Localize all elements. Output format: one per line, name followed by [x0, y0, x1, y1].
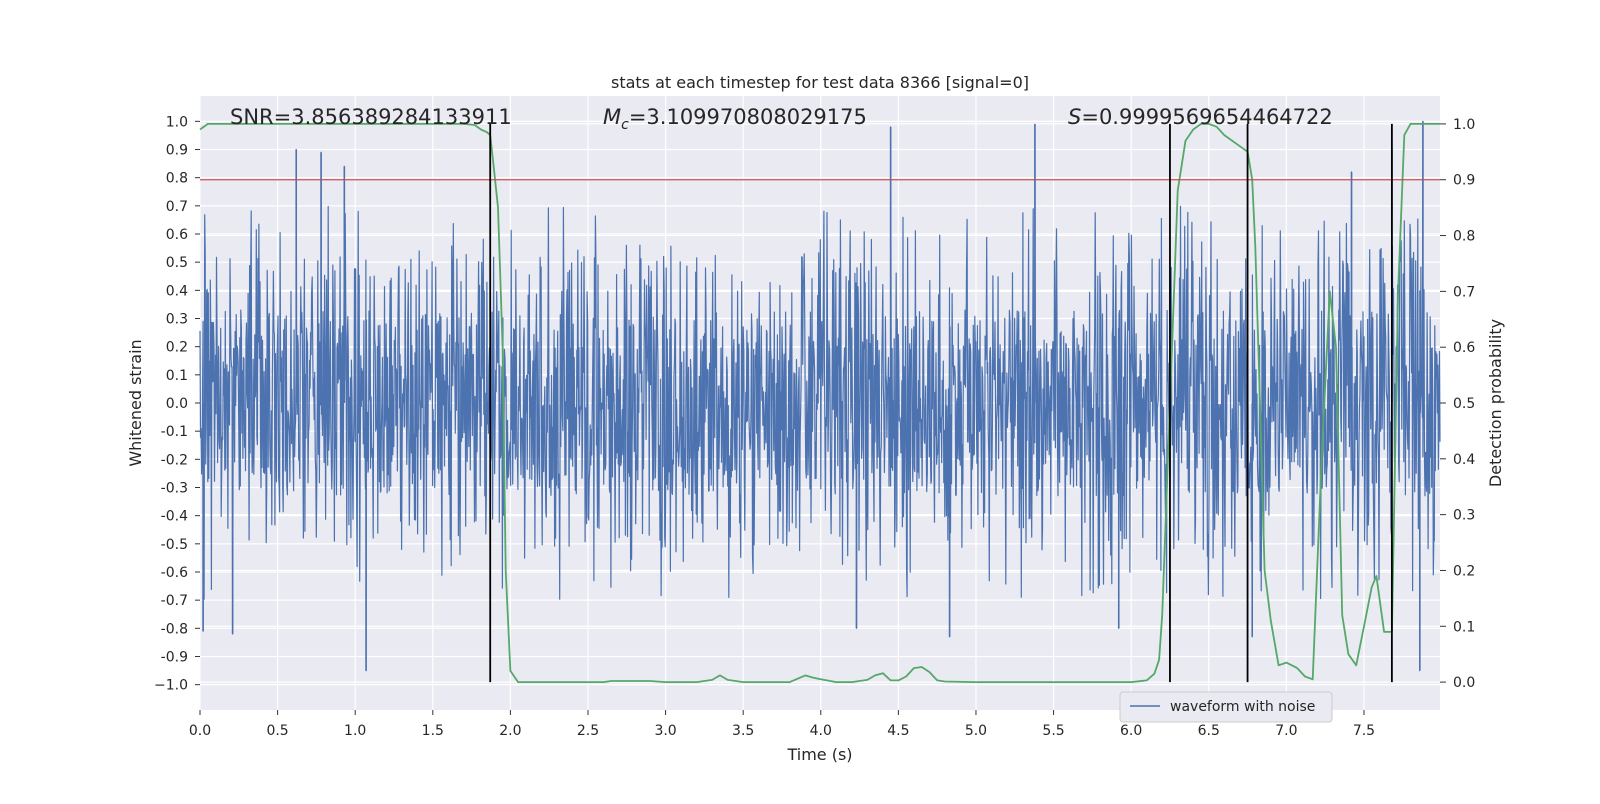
- y-right-tick-label: 0.3: [1453, 508, 1475, 524]
- y-tick-label: -0.8: [161, 621, 188, 637]
- y-tick-label: 0.6: [166, 227, 188, 243]
- y-right-tick-label: 0.7: [1453, 284, 1475, 300]
- score-symbol: S: [1068, 105, 1081, 129]
- y-tick-label: 0.7: [166, 199, 188, 215]
- y-tick-label: -0.9: [161, 649, 188, 665]
- score-value: =0.9999569654464722: [1081, 105, 1332, 129]
- y-tick-label: -0.6: [161, 565, 188, 581]
- x-tick-label: 7.5: [1353, 723, 1375, 739]
- y-tick-label: 0.1: [166, 368, 188, 384]
- y-tick-label: -0.7: [161, 593, 188, 609]
- y-tick-label: 0.3: [166, 312, 188, 328]
- y-tick-label: 0.8: [166, 171, 188, 187]
- y-tick-label: −1.0: [154, 678, 188, 694]
- x-tick-label: 4.5: [887, 723, 909, 739]
- y-right-tick-label: 1.0: [1453, 117, 1475, 133]
- score-annotation: S=0.9999569654464722: [1068, 105, 1333, 129]
- y-tick-label: -0.3: [161, 480, 188, 496]
- x-tick-label: 5.5: [1042, 723, 1064, 739]
- y-right-tick-label: 0.6: [1453, 340, 1475, 356]
- x-tick-label: 3.5: [732, 723, 754, 739]
- y-tick-label: 0.9: [166, 143, 188, 159]
- x-tick-label: 5.0: [965, 723, 987, 739]
- chirp-mass-symbol: M: [603, 105, 621, 129]
- y-right-axis-title: Detection probability: [1486, 319, 1505, 487]
- y-right-tick-label: 0.9: [1453, 173, 1475, 189]
- x-tick-label: 6.0: [1120, 723, 1142, 739]
- y-tick-label: 0.5: [166, 255, 188, 271]
- y-tick-label: -0.5: [161, 537, 188, 553]
- y-right-tick-label: 0.5: [1453, 396, 1475, 412]
- y-right-tick-label: 0.8: [1453, 229, 1475, 245]
- x-tick-label: 4.0: [810, 723, 832, 739]
- legend: waveform with noise: [1120, 692, 1332, 722]
- y-tick-label: -0.2: [161, 452, 188, 468]
- legend-label-waveform: waveform with noise: [1170, 699, 1315, 715]
- chirp-mass-value: =3.109970808029175: [629, 105, 867, 129]
- y-tick-label: 0.0: [166, 396, 188, 412]
- x-tick-label: 6.5: [1198, 723, 1220, 739]
- x-tick-label: 1.5: [422, 723, 444, 739]
- x-tick-label: 2.0: [499, 723, 521, 739]
- y-tick-label: 0.4: [166, 283, 188, 299]
- y-right-tick-label: 0.2: [1453, 563, 1475, 579]
- y-tick-label: 1.0: [166, 114, 188, 130]
- chirp-mass-annotation: Mc=3.109970808029175: [603, 105, 867, 133]
- y-axis-title: Whitened strain: [126, 339, 145, 466]
- y-tick-label: 0.2: [166, 340, 188, 356]
- y-tick-label: -0.1: [161, 424, 188, 440]
- x-tick-label: 2.5: [577, 723, 599, 739]
- x-tick-label: 7.0: [1275, 723, 1297, 739]
- y-tick-label: -0.4: [161, 509, 188, 525]
- snr-annotation: SNR=3.856389284133911: [230, 105, 512, 129]
- y-right-tick-label: 0.4: [1453, 452, 1475, 468]
- x-tick-label: 0.5: [266, 723, 288, 739]
- x-tick-label: 1.0: [344, 723, 366, 739]
- x-axis-title: Time (s): [786, 745, 852, 764]
- x-tick-label: 3.0: [654, 723, 676, 739]
- y-right-tick-label: 0.0: [1453, 675, 1475, 691]
- y-right-tick-label: 0.1: [1453, 619, 1475, 635]
- x-tick-label: 0.0: [189, 723, 211, 739]
- chart-title: stats at each timestep for test data 836…: [611, 73, 1029, 92]
